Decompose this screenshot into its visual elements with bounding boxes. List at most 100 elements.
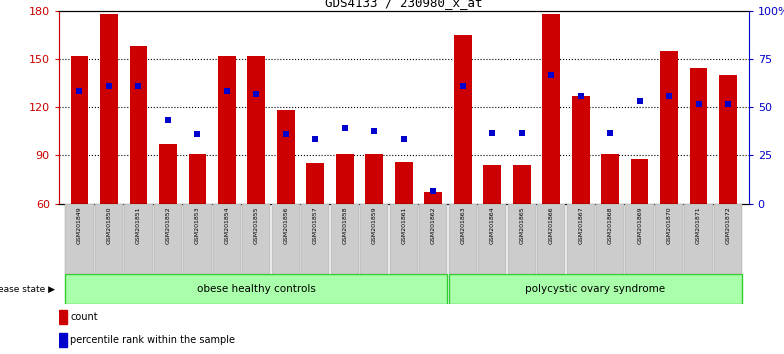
Point [162,117,174,123]
Bar [572,96,590,204]
Point [250,91,263,97]
Bar [448,204,477,274]
Text: count: count [70,312,98,322]
Text: GSM201857: GSM201857 [313,206,318,244]
Bar [71,56,89,204]
Text: GSM201870: GSM201870 [666,206,672,244]
Bar [154,204,182,274]
Text: GSM201866: GSM201866 [549,206,554,244]
Bar [543,14,560,204]
Text: percentile rank within the sample: percentile rank within the sample [70,335,235,345]
Point [575,93,587,99]
Bar [513,165,531,204]
Text: GSM201852: GSM201852 [165,206,170,244]
Bar [660,51,678,204]
Bar [183,204,212,274]
Text: GSM201872: GSM201872 [725,206,731,244]
Bar [424,192,442,204]
Point [486,130,499,136]
Bar [124,204,153,274]
Text: GSM201871: GSM201871 [696,206,701,244]
Bar [65,204,93,274]
Bar [719,75,737,204]
Point [309,136,321,142]
Bar [212,204,241,274]
Point [633,98,646,103]
Point [191,132,204,137]
Bar [454,35,471,204]
Point [280,132,292,137]
Point [662,93,675,99]
Bar [100,14,118,204]
Bar [301,204,329,274]
Bar [448,274,742,304]
Bar [159,144,176,204]
Bar [596,204,624,274]
Text: GSM201863: GSM201863 [460,206,465,244]
Bar [655,204,684,274]
Bar [272,204,300,274]
Text: GSM201856: GSM201856 [283,206,289,244]
Text: GSM201865: GSM201865 [519,206,524,244]
Point [722,101,735,107]
Text: GSM201850: GSM201850 [107,206,111,244]
Bar [59,310,67,324]
Bar [537,204,565,274]
Text: GSM201861: GSM201861 [401,206,406,244]
Bar [129,46,147,204]
Point [368,129,380,134]
Title: GDS4133 / 230980_x_at: GDS4133 / 230980_x_at [325,0,482,10]
Point [545,72,557,78]
Point [604,130,616,136]
Bar [336,154,354,204]
Bar [65,274,448,304]
Bar [307,163,324,204]
Bar [248,56,265,204]
Bar [365,154,383,204]
Text: GSM201862: GSM201862 [430,206,436,244]
Point [397,136,410,142]
Bar [478,204,506,274]
Text: obese healthy controls: obese healthy controls [197,284,316,295]
Bar [567,204,595,274]
Point [220,88,233,94]
Text: GSM201867: GSM201867 [578,206,583,244]
Text: GSM201849: GSM201849 [77,206,82,244]
Text: GSM201868: GSM201868 [608,206,612,244]
Point [456,83,469,89]
Bar [631,159,648,204]
Text: GSM201854: GSM201854 [224,206,230,244]
Bar [95,204,123,274]
Bar [690,69,707,204]
Bar [419,204,448,274]
Bar [360,204,388,274]
Bar [188,154,206,204]
Text: disease state ▶: disease state ▶ [0,285,55,294]
Bar [507,204,535,274]
Bar [626,204,654,274]
Bar [242,204,270,274]
Bar [484,165,501,204]
Point [427,188,440,194]
Point [515,130,528,136]
Bar [601,154,619,204]
Text: GSM201859: GSM201859 [372,206,377,244]
Point [73,88,85,94]
Bar [390,204,418,274]
Bar [59,333,67,347]
Text: GSM201869: GSM201869 [637,206,642,244]
Point [339,125,351,131]
Bar [684,204,713,274]
Bar [218,56,236,204]
Text: GSM201858: GSM201858 [343,206,347,244]
Bar [714,204,742,274]
Bar [395,162,412,204]
Bar [277,110,295,204]
Bar [331,204,359,274]
Text: polycystic ovary syndrome: polycystic ovary syndrome [525,284,666,295]
Point [132,83,145,89]
Point [103,83,115,89]
Point [692,101,705,107]
Text: GSM201855: GSM201855 [254,206,259,244]
Text: GSM201864: GSM201864 [490,206,495,244]
